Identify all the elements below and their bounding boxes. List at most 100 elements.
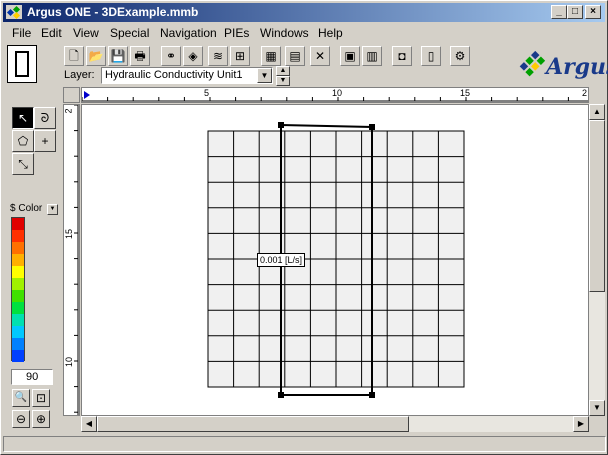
help-book-icon[interactable]: ▯: [421, 46, 441, 66]
color-swatch: [12, 266, 24, 278]
color-swatch: [12, 218, 24, 230]
zoom-level-field[interactable]: 90: [11, 369, 53, 385]
scroll-right-icon[interactable]: ▶: [573, 416, 589, 432]
vertical-scroll-thumb[interactable]: [589, 120, 605, 292]
menu-navigation[interactable]: Navigation: [160, 26, 217, 40]
scroll-left-icon[interactable]: ◀: [81, 416, 97, 432]
color-swatch: [12, 278, 24, 290]
selected-polygon[interactable]: [278, 122, 375, 398]
book-icon[interactable]: ▣: [340, 46, 360, 66]
status-bar: [3, 436, 606, 452]
zoom-extent-icon[interactable]: ⊡: [32, 389, 50, 407]
layer-dropdown-value: Hydraulic Conductivity Unit1: [105, 69, 243, 81]
zoom-icon[interactable]: 🔍: [12, 389, 30, 407]
color-swatch: [12, 326, 24, 338]
argus-logo-text: Argus: [546, 54, 608, 80]
scroll-up-icon[interactable]: ▲: [589, 104, 605, 120]
plugin-icon[interactable]: ⚙: [450, 46, 470, 66]
color-mode-dropdown[interactable]: ▼: [47, 204, 58, 215]
point-tool[interactable]: +: [34, 130, 56, 152]
title-bar[interactable]: Argus ONE - 3DExample.mmb _ □ ×: [3, 3, 605, 22]
find-icon[interactable]: ⚭: [161, 46, 181, 66]
menu-windows[interactable]: Windows: [260, 26, 309, 40]
color-swatch: [12, 290, 24, 302]
save-icon[interactable]: 💾: [108, 46, 128, 66]
minimize-button[interactable]: _: [551, 5, 567, 19]
value-label: 0.001 [L/s]: [257, 253, 306, 267]
vertex-handle[interactable]: [369, 392, 375, 398]
color-swatch: [12, 254, 24, 266]
tool-palette: ↖ ᘐ ⬠ + ⤡ $ Color ▼ 90 🔍 ⊡ ⊖ ⊕: [6, 105, 61, 435]
scroll-down-icon[interactable]: ▼: [589, 400, 605, 416]
menu-pies[interactable]: PIEs: [224, 26, 250, 40]
horizontal-ruler-ticks: [81, 91, 588, 102]
ruler-label-15: 15: [460, 88, 471, 98]
color-scale: [11, 217, 25, 362]
ruler-label-10: 10: [332, 88, 343, 98]
horizontal-scroll-thumb[interactable]: [97, 416, 409, 432]
window-title: Argus ONE - 3DExample.mmb: [27, 5, 199, 19]
grid-icon[interactable]: ⊞: [230, 46, 250, 66]
color-swatch: [12, 350, 24, 362]
table-icon[interactable]: ▤: [285, 46, 305, 66]
argus-app-icon: [6, 5, 22, 19]
lasso-tool[interactable]: ᘐ: [34, 107, 56, 129]
new-file-icon[interactable]: 🗋: [64, 46, 84, 66]
color-swatch: [12, 314, 24, 326]
close-button[interactable]: ×: [585, 5, 601, 19]
zoom-in-icon[interactable]: ⊕: [32, 410, 50, 428]
xyz-icon[interactable]: ✕: [310, 46, 330, 66]
horizontal-ruler: 5 10 15 2: [81, 87, 589, 103]
vertex-handle[interactable]: [278, 122, 284, 128]
layer-down-icon[interactable]: ▼: [276, 76, 290, 86]
maximize-button[interactable]: □: [567, 5, 583, 19]
camera-icon[interactable]: ◘: [392, 46, 412, 66]
ruler-corner: [63, 87, 80, 103]
mesh-icon[interactable]: ▦: [261, 46, 281, 66]
drawing-canvas[interactable]: 0.001 [L/s]: [81, 104, 589, 416]
open-folder-icon[interactable]: 📂: [86, 46, 106, 66]
layers-icon[interactable]: ≋: [208, 46, 228, 66]
color-swatch: [12, 242, 24, 254]
menu-special[interactable]: Special: [110, 26, 150, 40]
chevron-down-icon[interactable]: ▼: [257, 68, 272, 83]
pointer-tool[interactable]: ↖: [12, 107, 34, 129]
vertical-ruler-ticks: [74, 104, 79, 415]
menu-view[interactable]: View: [73, 26, 99, 40]
menu-edit[interactable]: Edit: [41, 26, 62, 40]
color-mode-label: $ Color: [10, 203, 42, 214]
move-tool[interactable]: ⤡: [12, 153, 34, 175]
menu-bar: File Edit View Special Navigation PIEs W…: [3, 23, 605, 42]
ruler-label-5: 5: [204, 88, 210, 98]
ruler-label-v10: 10: [64, 356, 75, 368]
color-swatch: [12, 338, 24, 350]
color-swatch: [12, 302, 24, 314]
color-mode-text: Color: [18, 203, 43, 214]
argus-logo-icon: [519, 50, 546, 77]
vertical-scrollbar[interactable]: ▲ ▼: [589, 104, 605, 416]
menu-help[interactable]: Help: [318, 26, 343, 40]
object-icon[interactable]: ◈: [183, 46, 203, 66]
ruler-label-v15: 15: [64, 228, 75, 240]
print-icon[interactable]: 🖶: [130, 46, 150, 66]
horizontal-scrollbar[interactable]: ◀ ▶: [81, 416, 589, 432]
overview-frame: [15, 51, 29, 77]
layer-up-icon[interactable]: ▲: [276, 66, 290, 76]
scroll-corner: [589, 416, 605, 432]
layer-spinner[interactable]: ▲ ▼: [276, 66, 290, 86]
status-panel: [3, 436, 606, 452]
layer-label: Layer:: [64, 69, 95, 81]
toolbar: 🗋 📂 💾 🖶 ⚭ ◈ ≋ ⊞ ▦ ▤ ✕ ▣ ▥ ◘ ▯ ⚙ Layer: H…: [3, 42, 608, 86]
layer-dropdown[interactable]: Hydraulic Conductivity Unit1 ▼: [101, 67, 273, 84]
menu-file[interactable]: File: [12, 26, 32, 40]
polygon-tool[interactable]: ⬠: [12, 130, 34, 152]
vertex-handle[interactable]: [278, 392, 284, 398]
overview-map[interactable]: [7, 45, 37, 83]
vertex-handle[interactable]: [369, 124, 375, 130]
vertical-ruler: 2 15 10: [63, 104, 80, 416]
ruler-label-20: 2: [582, 88, 588, 98]
color-mode-prefix: $: [10, 203, 16, 214]
notes-icon[interactable]: ▥: [362, 46, 382, 66]
color-swatch: [12, 230, 24, 242]
zoom-out-icon[interactable]: ⊖: [12, 410, 30, 428]
